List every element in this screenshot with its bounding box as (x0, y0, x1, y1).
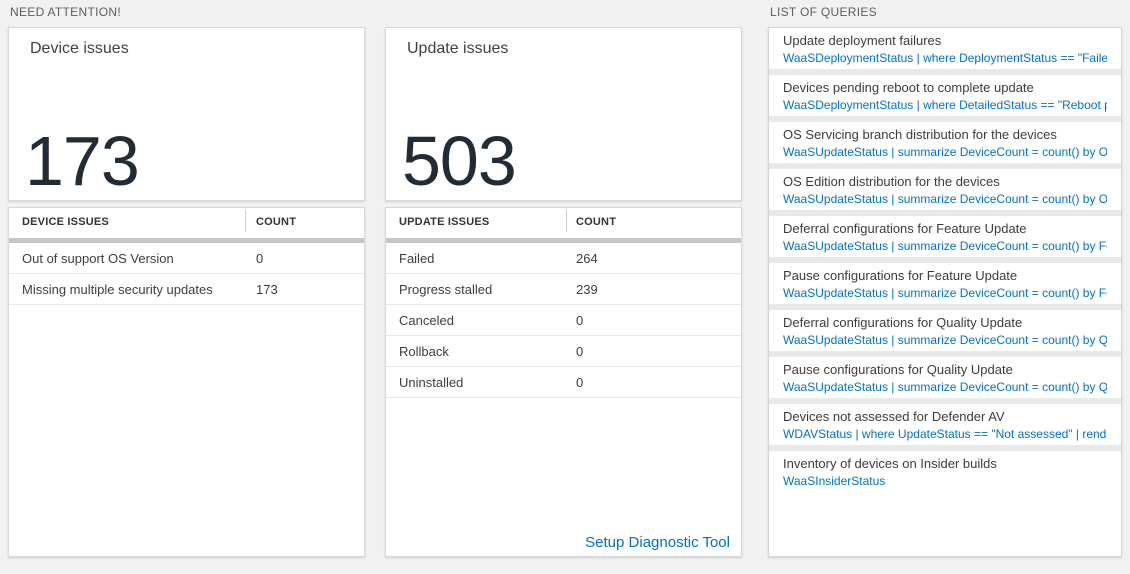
setup-diagnostic-tool-link[interactable]: Setup Diagnostic Tool (585, 534, 730, 551)
query-text: WaaSUpdateStatus | summarize DeviceCount… (783, 380, 1107, 394)
table-row[interactable]: Out of support OS Version 0 (9, 243, 364, 274)
row-count: 264 (576, 251, 598, 266)
tile-title: Update issues (407, 40, 509, 57)
column-header-count: COUNT (576, 216, 617, 228)
query-item[interactable]: Devices pending reboot to complete updat… (769, 75, 1121, 116)
query-text: WDAVStatus | where UpdateStatus == "Not … (783, 427, 1107, 441)
query-text: WaaSUpdateStatus | summarize DeviceCount… (783, 145, 1107, 159)
table-row[interactable]: Failed 264 (386, 243, 741, 274)
query-text: WaaSInsiderStatus (783, 474, 886, 488)
query-item[interactable]: Devices not assessed for Defender AV WDA… (769, 404, 1121, 445)
query-text: WaaSDeploymentStatus | where DetailedSta… (783, 98, 1107, 112)
update-issues-tile[interactable]: Update issues 503 (385, 27, 742, 201)
query-text: WaaSDeploymentStatus | where DeploymentS… (783, 51, 1107, 65)
list-of-queries-header: LIST OF QUERIES (770, 5, 877, 19)
tile-value: 503 (402, 122, 517, 200)
row-count: 173 (256, 282, 278, 297)
query-item[interactable]: OS Servicing branch distribution for the… (769, 122, 1121, 163)
table-row[interactable]: Canceled 0 (386, 305, 741, 336)
query-item[interactable]: Pause configurations for Feature Update … (769, 263, 1121, 304)
query-text: WaaSUpdateStatus | summarize DeviceCount… (783, 333, 1107, 347)
update-issues-table: UPDATE ISSUES COUNT Failed 264 Progress … (385, 207, 742, 557)
row-label: Uninstalled (399, 375, 464, 390)
query-item[interactable]: Inventory of devices on Insider builds W… (769, 451, 1121, 556)
query-title: Update deployment failures (783, 33, 942, 48)
query-item[interactable]: Deferral configurations for Feature Upda… (769, 216, 1121, 257)
device-issues-table: DEVICE ISSUES COUNT Out of support OS Ve… (8, 207, 365, 557)
table-row[interactable]: Uninstalled 0 (386, 367, 741, 398)
query-title: Deferral configurations for Quality Upda… (783, 315, 1023, 330)
row-label: Failed (399, 251, 435, 266)
query-title: Pause configurations for Feature Update (783, 268, 1018, 283)
query-title: OS Servicing branch distribution for the… (783, 127, 1057, 142)
query-text: WaaSUpdateStatus | summarize DeviceCount… (783, 239, 1107, 253)
query-title: Inventory of devices on Insider builds (783, 456, 997, 471)
row-label: Canceled (399, 313, 454, 328)
row-label: Rollback (399, 344, 449, 359)
header-column-divider (245, 210, 246, 232)
query-text: WaaSUpdateStatus | summarize DeviceCount… (783, 286, 1107, 300)
table-header-row: DEVICE ISSUES COUNT (9, 208, 364, 234)
column-header-count: COUNT (256, 216, 297, 228)
table-row[interactable]: Missing multiple security updates 173 (9, 274, 364, 305)
header-column-divider (566, 210, 567, 232)
row-label: Out of support OS Version (22, 251, 174, 266)
query-item[interactable]: Update deployment failures WaaSDeploymen… (769, 28, 1121, 69)
query-text: WaaSUpdateStatus | summarize DeviceCount… (783, 192, 1107, 206)
row-count: 0 (256, 251, 264, 266)
tile-title: Device issues (30, 40, 129, 57)
device-issues-tile[interactable]: Device issues 173 (8, 27, 365, 201)
row-count: 0 (576, 313, 584, 328)
query-item[interactable]: Deferral configurations for Quality Upda… (769, 310, 1121, 351)
row-count: 239 (576, 282, 598, 297)
row-count: 0 (576, 375, 584, 390)
query-title: Devices not assessed for Defender AV (783, 409, 1005, 424)
query-item[interactable]: Pause configurations for Quality Update … (769, 357, 1121, 398)
table-row[interactable]: Progress stalled 239 (386, 274, 741, 305)
row-count: 0 (576, 344, 584, 359)
query-title: Pause configurations for Quality Update (783, 362, 1013, 377)
table-header-bar (386, 238, 741, 243)
tile-value: 173 (25, 122, 140, 200)
query-item[interactable]: OS Edition distribution for the devices … (769, 169, 1121, 210)
table-header-row: UPDATE ISSUES COUNT (386, 208, 741, 234)
query-list: Update deployment failures WaaSDeploymen… (768, 27, 1122, 557)
row-label: Missing multiple security updates (22, 282, 213, 297)
table-header-bar (9, 238, 364, 243)
column-header-name: DEVICE ISSUES (22, 216, 109, 228)
query-title: Devices pending reboot to complete updat… (783, 80, 1034, 95)
query-title: Deferral configurations for Feature Upda… (783, 221, 1027, 236)
table-row[interactable]: Rollback 0 (386, 336, 741, 367)
row-label: Progress stalled (399, 282, 493, 297)
query-title: OS Edition distribution for the devices (783, 174, 1000, 189)
need-attention-header: NEED ATTENTION! (10, 5, 121, 19)
column-header-name: UPDATE ISSUES (399, 216, 490, 228)
